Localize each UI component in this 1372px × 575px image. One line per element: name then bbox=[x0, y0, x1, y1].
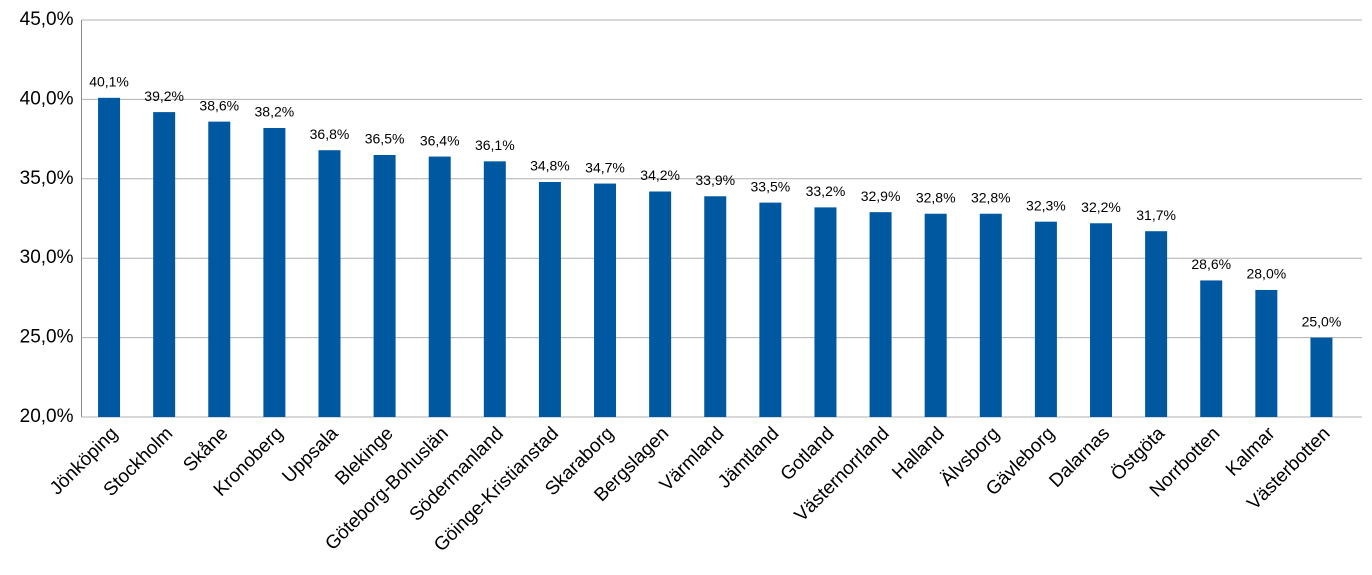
bar bbox=[1090, 223, 1113, 417]
value-label: 28,0% bbox=[1246, 266, 1286, 282]
value-label: 36,8% bbox=[310, 126, 350, 142]
y-tick-label: 45,0% bbox=[20, 9, 74, 30]
value-label: 32,9% bbox=[861, 188, 901, 204]
bar bbox=[98, 97, 121, 417]
value-label: 40,1% bbox=[89, 74, 129, 90]
bar bbox=[1200, 280, 1223, 417]
y-tick-label: 40,0% bbox=[20, 88, 74, 109]
value-label: 33,2% bbox=[806, 183, 846, 199]
bar bbox=[869, 212, 892, 417]
value-label: 34,8% bbox=[530, 158, 570, 174]
bar bbox=[1034, 221, 1057, 417]
value-label: 33,9% bbox=[695, 172, 735, 188]
bar bbox=[759, 202, 782, 417]
bar bbox=[1145, 231, 1168, 417]
x-tick-label: Jämtland bbox=[714, 423, 783, 492]
x-tick-label: Dalarnas bbox=[1045, 423, 1114, 492]
bar bbox=[208, 121, 231, 418]
y-tick-label: 30,0% bbox=[20, 247, 74, 268]
value-label: 32,3% bbox=[1026, 197, 1066, 213]
value-label: 36,4% bbox=[420, 132, 460, 148]
value-label: 34,2% bbox=[640, 167, 680, 183]
value-label: 25,0% bbox=[1302, 313, 1342, 329]
bar bbox=[704, 196, 727, 417]
bar bbox=[1255, 289, 1278, 417]
bar bbox=[814, 207, 837, 417]
x-tick-label: Västernorrland bbox=[791, 423, 894, 526]
value-label: 31,7% bbox=[1136, 207, 1176, 223]
value-label: 32,8% bbox=[916, 189, 956, 205]
bar bbox=[594, 183, 617, 417]
bar bbox=[318, 150, 341, 417]
bar bbox=[428, 156, 451, 417]
bar bbox=[1310, 337, 1333, 417]
bar bbox=[373, 154, 396, 418]
x-tick-label: Skåne bbox=[179, 423, 232, 476]
bar bbox=[263, 127, 286, 417]
value-label: 32,8% bbox=[971, 189, 1011, 205]
bar bbox=[924, 213, 947, 417]
value-label: 32,2% bbox=[1081, 199, 1121, 215]
value-label: 33,5% bbox=[751, 178, 791, 194]
value-label: 39,2% bbox=[144, 88, 184, 104]
bar bbox=[979, 213, 1002, 417]
bar bbox=[538, 181, 561, 417]
x-tick-label: Södermanland bbox=[406, 423, 508, 525]
value-label: 38,2% bbox=[255, 104, 295, 120]
value-label: 36,5% bbox=[365, 131, 405, 147]
bar bbox=[153, 112, 176, 417]
value-label: 36,1% bbox=[475, 137, 515, 153]
bar bbox=[483, 161, 506, 417]
y-tick-label: 20,0% bbox=[20, 406, 74, 427]
value-label: 38,6% bbox=[199, 97, 239, 113]
y-tick-label: 35,0% bbox=[20, 168, 74, 189]
y-tick-label: 25,0% bbox=[20, 327, 74, 348]
value-label: 34,7% bbox=[585, 159, 625, 175]
bar bbox=[649, 191, 672, 417]
value-label: 28,6% bbox=[1191, 256, 1231, 272]
